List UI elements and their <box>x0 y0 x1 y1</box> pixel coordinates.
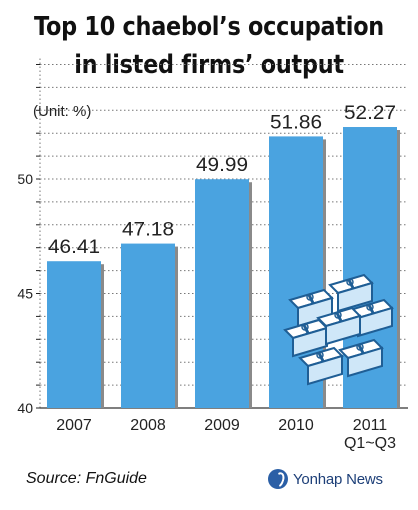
bundle-side <box>325 314 361 346</box>
x-tick-label: 2011 <box>353 417 388 434</box>
bundle-band <box>357 344 365 354</box>
money-bundle <box>298 346 344 386</box>
bundle-seal <box>346 278 354 286</box>
x-tick-label: 2010 <box>278 417 314 434</box>
x-tick-label: 2009 <box>204 417 240 434</box>
bundle-band <box>317 352 325 362</box>
y-tick-label: 45 <box>17 286 33 302</box>
bar-value-label: 49.99 <box>196 155 248 176</box>
bar-value-label: 51.86 <box>270 112 322 133</box>
bundle-seal <box>306 293 314 301</box>
bar-value-label: 47.18 <box>122 220 174 241</box>
money-bundle <box>316 306 362 346</box>
bundle-seal <box>334 311 342 319</box>
bundle-seal <box>316 351 324 359</box>
money-stack-illustration <box>283 273 394 386</box>
bundle-band <box>335 312 343 322</box>
bundle-side <box>292 326 328 358</box>
yonhap-logo: Yonhap News <box>268 467 383 491</box>
chart-title-line-1: Top 10 chaebol’s occupation <box>34 12 384 42</box>
bundle-band <box>367 304 375 314</box>
bundle-band <box>347 279 355 289</box>
bundle-seal <box>356 343 364 351</box>
bundle-side <box>337 281 373 313</box>
money-bundle <box>328 273 374 313</box>
bundle-seal <box>301 323 309 331</box>
bars <box>47 127 400 408</box>
bundle-side <box>307 354 343 386</box>
yonhap-logo-text: Yonhap News <box>293 470 383 488</box>
bar <box>47 261 101 408</box>
y-tick-label: 50 <box>17 171 33 187</box>
y-tick-label: 40 <box>17 400 33 416</box>
bar-value-label: 52.27 <box>344 103 396 124</box>
unit-label: (Unit: %) <box>33 103 92 120</box>
yonhap-logo-icon <box>268 469 288 489</box>
x-tick-label: Q1~Q3 <box>344 435 396 452</box>
x-tick-label: 2007 <box>56 417 92 434</box>
x-tick-label: 2008 <box>130 417 166 434</box>
bar-value-label: 46.41 <box>48 237 100 258</box>
source-note: Source: FnGuide <box>26 470 147 487</box>
value-labels: 46.41 47.18 49.99 51.86 52.27 <box>48 103 396 258</box>
bundle-seal <box>366 303 374 311</box>
bar <box>121 243 175 408</box>
bundle-band <box>302 324 310 334</box>
bundle-side <box>347 346 383 378</box>
bar <box>195 179 249 408</box>
money-bundle <box>338 338 384 378</box>
money-bundle <box>283 318 329 358</box>
bundle-band <box>307 294 315 304</box>
